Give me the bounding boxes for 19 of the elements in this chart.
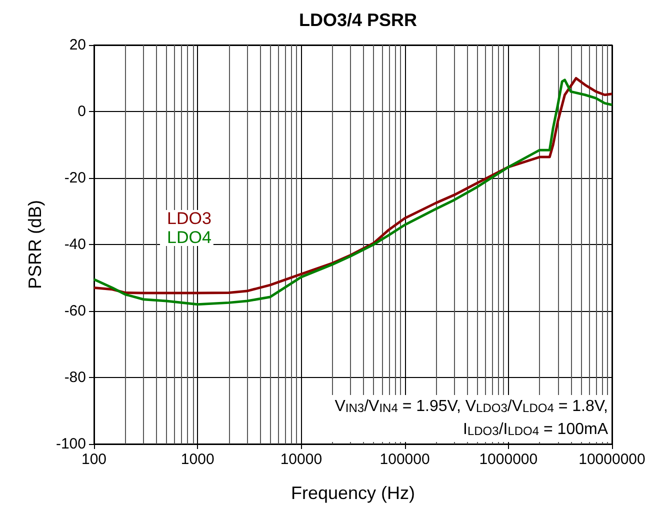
chart-title: LDO3/4 PSRR bbox=[298, 10, 418, 30]
text: V$_{IN3}$/V$_{IN4}$ = 1.95V, V$_{LDO3}$/V$_{LDO4}$ = 1.8V, I$_{LDO3}$/I$_{LDO4}$ = 100mA bbox=[334, 398, 608, 438]
x-tick-label: 10000 bbox=[280, 451, 322, 468]
y-tick-label: -100 bbox=[56, 436, 86, 452]
x-tick-label: 1000 bbox=[180, 451, 214, 468]
x-axis-title: Frequency (Hz) bbox=[290, 483, 416, 503]
x-tick-label: 10000000 bbox=[578, 451, 646, 468]
y-tick-label: -40 bbox=[64, 236, 86, 253]
x-tick-label: 100 bbox=[81, 451, 107, 468]
x-tick-label: 100000 bbox=[380, 451, 430, 468]
y-tick-label: -60 bbox=[64, 302, 86, 320]
y-tick-label: -20 bbox=[64, 170, 86, 186]
y-tick-label: 0 bbox=[78, 103, 86, 120]
text: LDO4 bbox=[167, 228, 212, 247]
y-tick-label: -80 bbox=[64, 369, 86, 386]
x-tick-label: 1000000 bbox=[479, 451, 538, 468]
y-axis-title: PSRR (dB) bbox=[25, 200, 45, 290]
text: LDO3 bbox=[167, 209, 212, 228]
y-tick-label: 20 bbox=[69, 36, 86, 54]
